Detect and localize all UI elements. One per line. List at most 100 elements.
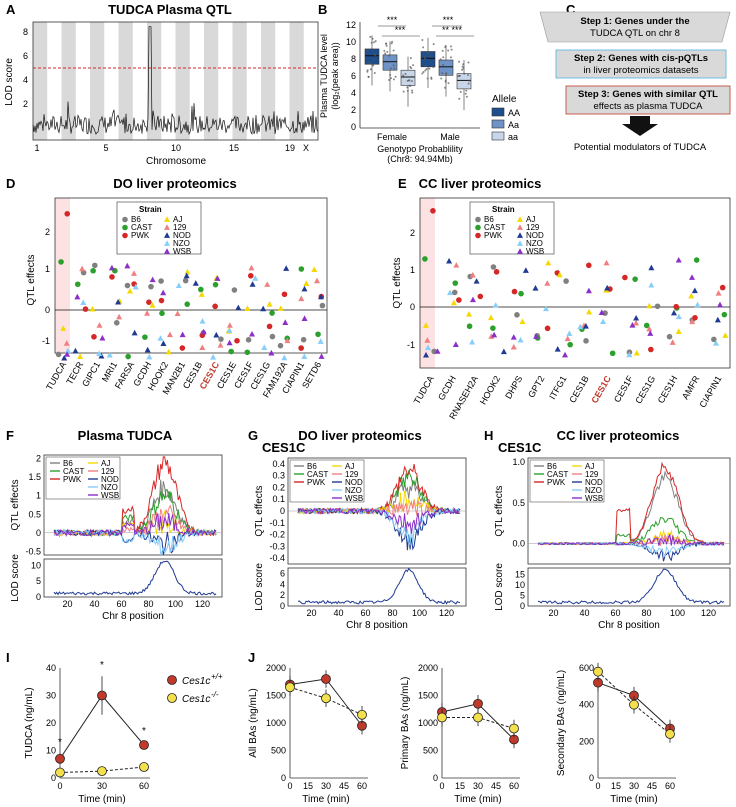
point-B6 (711, 336, 717, 343)
jitter-point (385, 42, 388, 45)
jitter-point (441, 72, 444, 75)
b-sig-male: *** (443, 15, 454, 25)
qtl-xtick: 60 (116, 599, 126, 609)
jitter-point (423, 55, 426, 58)
point-B6 (113, 319, 120, 326)
point-PWK (247, 272, 254, 279)
j-ylabel: Secondary BAs (ng/mL) (556, 670, 567, 776)
jitter-point (372, 58, 375, 61)
qtl-legend-label-PWK: PWK (63, 475, 82, 484)
qtl-legend-label-CAST: CAST (63, 467, 84, 476)
qtl-frame (527, 457, 731, 565)
qtl-xtick: 40 (89, 599, 99, 609)
lod-frame (287, 567, 467, 607)
point-NOD (423, 351, 430, 358)
lod-trace (53, 560, 217, 596)
jitter-point (393, 67, 396, 70)
j-point (437, 712, 447, 723)
i-point-1 (139, 762, 149, 772)
point-CAST (58, 259, 64, 265)
b-boxes (364, 35, 472, 111)
a-ytick-4: 4 (23, 75, 28, 85)
point-CAST (518, 290, 524, 297)
point-129 (79, 265, 86, 272)
panel-label-f: F (6, 428, 14, 443)
d-ytick: -1 (42, 336, 50, 346)
jitter-point (384, 52, 387, 55)
panel-a-title: TUDCA Plasma QTL (108, 2, 232, 17)
point-PWK (212, 303, 218, 310)
jitter-point (366, 69, 369, 72)
b-yticks: 0 2 4 6 8 10 12 (346, 20, 356, 132)
point-129 (284, 337, 291, 344)
point-NZO (96, 350, 103, 356)
jitter-point (458, 74, 461, 77)
point-CAST (466, 323, 473, 330)
point-WSB (179, 331, 186, 338)
qtl-xtick: 20 (62, 599, 72, 609)
legend-marker-WSB (164, 248, 170, 254)
point-B6 (158, 278, 164, 284)
qtl-ytick: 0.5 (28, 509, 41, 519)
qtl-xtick: 40 (579, 608, 589, 618)
point-NZO (210, 354, 217, 360)
point-CAST (693, 257, 700, 263)
point-129 (226, 322, 233, 328)
point-NOD (532, 285, 539, 291)
panel-label-i: I (6, 650, 10, 665)
jitter-point (445, 72, 448, 75)
point-PWK (109, 274, 115, 280)
jitter-point (432, 66, 435, 69)
j-xlabel: Time (min) (610, 794, 657, 805)
point-NOD (633, 314, 640, 321)
point-NOD (115, 298, 122, 305)
point-AJ (545, 259, 552, 266)
legend-box (116, 201, 202, 255)
point-NZO (469, 338, 476, 345)
point-WSB (469, 296, 476, 303)
point-B6 (124, 282, 131, 289)
point-NOD (446, 257, 453, 264)
jitter-point (370, 41, 373, 44)
point-129 (424, 337, 431, 343)
point-NOD (260, 305, 267, 312)
qtl-legend-label-NOD: NOD (585, 478, 603, 487)
qtl-ytick: -0.4 (269, 553, 285, 563)
j-point (473, 698, 483, 709)
box-Aa (382, 54, 398, 71)
lod-ytick: 0 (280, 601, 285, 611)
i-legend-ko-marker (167, 693, 177, 703)
d-ytick: 1 (45, 264, 50, 274)
jitter-point (465, 95, 468, 98)
point-NZO (80, 299, 87, 305)
point-PWK (82, 306, 89, 312)
j-ytick: 0 (589, 773, 594, 783)
lod-ylabel: LOD score (10, 554, 21, 602)
i-xtick: 30 (97, 781, 107, 791)
box-aa (400, 69, 416, 86)
j-point (665, 729, 675, 739)
j-ytick: 2000 (266, 663, 286, 673)
i-ytick: 40 (46, 663, 56, 673)
jitter-point (458, 60, 461, 63)
b-ytick: 2 (351, 105, 356, 115)
point-PWK (91, 333, 97, 340)
b-xlabel-2: (Chr8: 94.94Mb) (387, 154, 453, 164)
point-PWK (266, 323, 273, 330)
point-AJ (450, 299, 457, 306)
lod-trace (537, 568, 725, 605)
point-PWK (179, 345, 186, 351)
point-AJ (266, 301, 273, 307)
e-points (422, 208, 729, 358)
point-CAST (609, 350, 616, 357)
point-CAST (228, 348, 234, 355)
point-NZO (566, 330, 573, 337)
jitter-point (462, 63, 465, 66)
legend-title: Strain (139, 205, 162, 214)
point-NZO (447, 289, 454, 296)
chromosome-band (175, 22, 190, 140)
jitter-point (423, 57, 426, 60)
point-129 (217, 342, 224, 348)
a-ytick-6: 6 (23, 51, 28, 61)
point-NOD (582, 322, 589, 329)
